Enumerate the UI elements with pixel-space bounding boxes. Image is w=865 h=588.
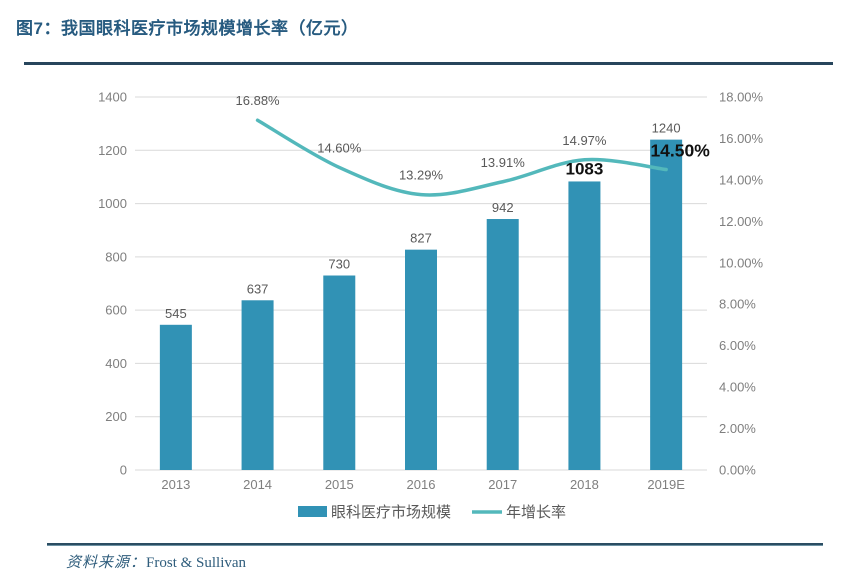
bar [405, 249, 437, 470]
line-value-label: 14.60% [317, 140, 362, 155]
bar [486, 219, 519, 470]
left-axis-tick: 1000 [98, 196, 127, 211]
bar [650, 139, 683, 470]
panel-top-rule [24, 62, 833, 65]
left-axis-tick: 1400 [98, 90, 127, 105]
legend-bar-label: 眼科医疗市场规模 [331, 504, 451, 521]
left-axis-tick: 600 [105, 303, 127, 318]
right-axis-tick: 14.00% [719, 172, 764, 187]
source-line: 资料来源：Frost & Sullivan [66, 551, 246, 572]
right-axis-tick: 6.00% [719, 338, 756, 353]
legend-bar-swatch [298, 506, 327, 517]
x-axis-label: 2017 [488, 477, 517, 492]
legend-line-label: 年增长率 [506, 504, 566, 521]
right-axis-tick: 16.00% [719, 131, 764, 146]
right-axis-tick: 2.00% [719, 421, 756, 436]
right-axis-tick: 18.00% [719, 90, 764, 105]
x-axis-label: 2013 [161, 477, 190, 492]
right-axis-tick: 10.00% [719, 255, 764, 270]
bar-value-label: 1083 [566, 159, 604, 178]
x-axis-label: 2016 [407, 477, 436, 492]
bar-value-label: 942 [492, 200, 514, 215]
bar [159, 324, 192, 470]
bar [323, 275, 356, 470]
line-value-label: 13.91% [481, 155, 526, 170]
right-axis-tick: 12.00% [719, 214, 764, 229]
right-axis-tick: 0.00% [719, 463, 756, 478]
bar-value-label: 827 [410, 231, 432, 246]
chart-canvas: 0 200 400 600 800 1000 1200 1400 0.00% 2.00% 4.00%… [98, 90, 764, 522]
left-axis-tick: 1200 [98, 143, 127, 158]
source-value: Frost & Sullivan [146, 555, 247, 571]
bar [568, 181, 601, 470]
x-axis-label: 2018 [570, 477, 599, 492]
figure-title: 图7：我国眼科医疗市场规模增长率（亿元） [16, 19, 359, 38]
x-axis-label: 2019E [647, 477, 685, 492]
line-value-label: 14.50% [650, 141, 710, 161]
line-value-label: 14.97% [562, 133, 607, 148]
right-axis-tick: 4.00% [719, 380, 756, 395]
source-rule [47, 543, 823, 546]
left-axis-tick: 400 [105, 356, 127, 371]
bar-value-label: 730 [328, 257, 350, 272]
bar [241, 300, 274, 470]
growth-line [255, 118, 668, 197]
source-label: 资料来源： [66, 555, 147, 571]
bar-value-label: 637 [247, 281, 269, 296]
x-axis-label: 2014 [243, 477, 272, 492]
left-axis-tick: 800 [105, 249, 127, 264]
bar-value-label: 1240 [652, 121, 681, 136]
x-axis-label: 2015 [325, 477, 354, 492]
line-value-label: 16.88% [236, 93, 281, 108]
right-axis-tick: 8.00% [719, 297, 756, 312]
line-value-label: 13.29% [399, 168, 444, 183]
left-axis-tick: 200 [105, 409, 127, 424]
bar-value-label: 545 [165, 306, 187, 321]
left-axis-tick: 0 [120, 463, 127, 478]
